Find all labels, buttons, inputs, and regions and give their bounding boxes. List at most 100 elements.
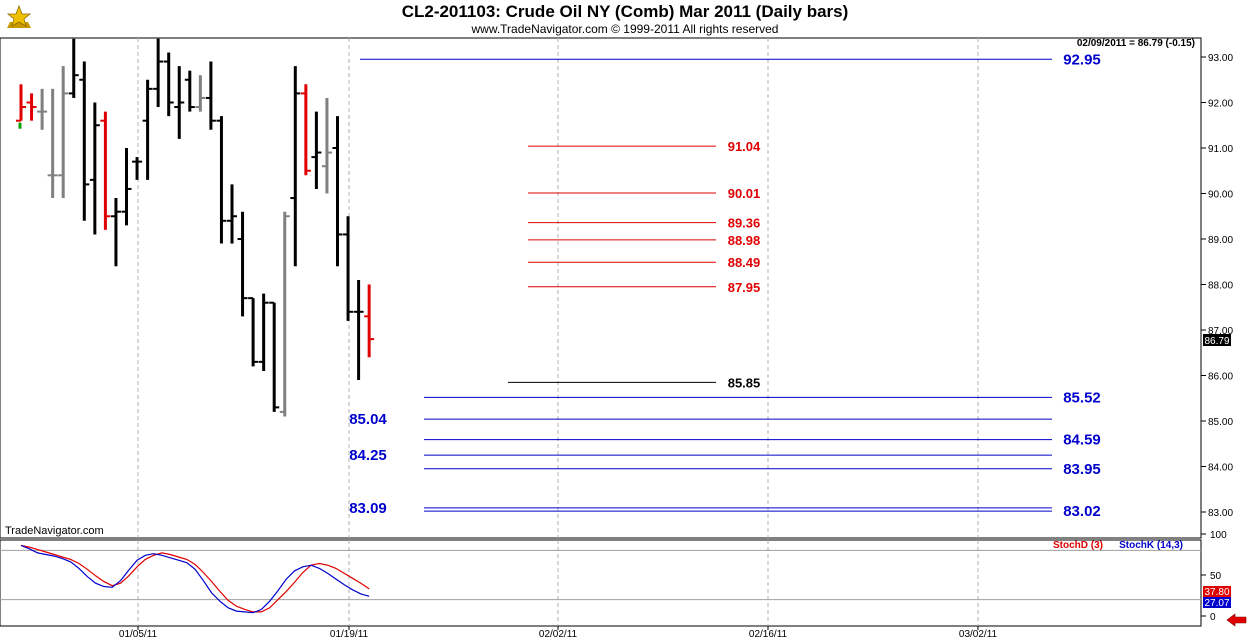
ohlc-bar (58, 66, 69, 199)
ohlc-bar (89, 102, 100, 235)
scroll-left-arrow-icon[interactable] (1226, 613, 1247, 627)
level-label: 84.25 (349, 447, 387, 464)
price-badge-bg (1203, 334, 1231, 346)
ohlc-bar (332, 116, 343, 267)
level-label: 90.01 (728, 186, 761, 201)
ohlc-bar (321, 97, 332, 194)
ohlc-bar (300, 84, 311, 176)
ohlc-bar (68, 38, 79, 98)
level-label: 92.95 (1063, 51, 1101, 68)
level-label: 85.85 (728, 375, 761, 390)
ohlc-bar (110, 198, 121, 267)
ohlc-bars (16, 38, 375, 417)
ohlc-bar (37, 88, 48, 130)
level-85-85: 85.85 (508, 375, 760, 390)
ohlc-bar (26, 93, 37, 121)
chart-subtitle: www.TradeNavigator.com © 1999-2011 All r… (471, 22, 779, 36)
date-tick-label: 01/19/11 (330, 629, 369, 640)
stoch-guide-lines (0, 549, 1201, 601)
ohlc-bar (47, 88, 58, 199)
ohlc-bar (353, 279, 364, 381)
ohlc-bar (290, 66, 301, 267)
date-axis: 01/05/11 01/19/11 02/02/11 02/16/11 03/02/11 (119, 626, 998, 640)
ohlc-bar (269, 301, 280, 412)
ohlc-bar (205, 61, 216, 130)
level-label: 83.09 (349, 500, 387, 517)
level-88-98: 88.98 (528, 233, 760, 248)
price-badge: 86.79 (1204, 336, 1229, 347)
stochk-line (20, 544, 370, 614)
level-label: 84.59 (1063, 432, 1101, 449)
stochk-legend: StochK (14,3) (1119, 540, 1183, 551)
level-84-59: 84.59 (424, 432, 1101, 449)
level-label: 91.04 (728, 139, 761, 154)
level-label: 83.95 (1063, 461, 1101, 478)
level-88-49: 88.49 (528, 255, 760, 270)
price-tick-label: 89.00 (1208, 235, 1233, 246)
ohlc-bar (279, 211, 290, 417)
stochd-legend: StochD (3) (1053, 540, 1103, 551)
ohlc-bar (258, 293, 269, 371)
price-tick-label: 92.00 (1208, 99, 1233, 110)
level-84-25: 84.25 (349, 447, 1052, 464)
price-tick-label: 85.00 (1208, 417, 1233, 428)
level-label: 83.02 (1063, 503, 1101, 520)
price-tick-label: 91.00 (1208, 144, 1233, 155)
level-label: 85.52 (1063, 389, 1101, 406)
ohlc-bar (163, 52, 174, 117)
stochk-badge-bg (1203, 597, 1231, 608)
level-85-04: 85.04 (349, 411, 1052, 428)
chart-title: CL2-201103: Crude Oil NY (Comb) Mar 2011… (401, 2, 849, 21)
stoch-tick-label: 0 (1210, 612, 1216, 623)
ohlc-bar (237, 211, 248, 317)
price-tick-label: 90.00 (1208, 190, 1233, 201)
date-tick-label: 02/16/11 (749, 629, 788, 640)
fib-levels: 92.95 91.04 90.01 89.36 88.98 88.49 87.95 85.85… (349, 51, 1101, 520)
stochd-badge: 37.80 (1204, 587, 1229, 598)
ohlc-bar (153, 38, 164, 108)
level-label: 87.95 (728, 280, 761, 295)
level-92-95: 92.95 (360, 51, 1101, 68)
ohlc-bar (100, 111, 111, 230)
ohlc-bar (195, 75, 206, 112)
price-tick-label: 88.00 (1208, 281, 1233, 292)
stoch-axis: 0 50 100 (1201, 530, 1227, 623)
price-tick-label: 83.00 (1208, 508, 1233, 519)
ohlc-bar (248, 297, 259, 367)
level-87-95: 87.95 (528, 280, 760, 295)
level-label: 88.49 (728, 255, 761, 270)
stoch-tick-label: 50 (1210, 571, 1222, 582)
stochastic-series (20, 544, 370, 614)
stochd-badge-bg (1203, 586, 1231, 597)
ohlc-bar (16, 84, 26, 122)
level-90-01: 90.01 (528, 186, 760, 201)
watermark: TradeNavigator.com (5, 525, 104, 537)
stochk-badge: 27.07 (1204, 598, 1229, 609)
level-83-09: 83.09 (349, 500, 1052, 517)
ohlc-bar (184, 70, 195, 112)
ohlc-bar (79, 61, 90, 221)
chart-header: CL2-201103: Crude Oil NY (Comb) Mar 2011… (0, 0, 1250, 40)
ohlc-bar (174, 66, 185, 139)
price-tick-label: 86.00 (1208, 372, 1233, 383)
tradenavigator-logo-icon (6, 4, 32, 28)
price-axis: 83.00 84.00 85.00 86.00 87.00 88.00 89.00 90.00… (1201, 53, 1233, 519)
stoch-panel (0, 539, 1202, 627)
level-83-95: 83.95 (424, 461, 1101, 478)
level-91-04: 91.04 (528, 139, 761, 154)
price-tick-label: 84.00 (1208, 463, 1233, 474)
ohlc-bar (216, 116, 227, 244)
ohlc-bar (311, 111, 322, 189)
ohlc-bar (142, 79, 153, 180)
level-85-52: 85.52 (424, 389, 1101, 406)
price-tick-label: 93.00 (1208, 53, 1233, 64)
ohlc-bar (121, 148, 132, 226)
level-89-36: 89.36 (528, 216, 760, 231)
date-tick-label: 01/05/11 (119, 629, 158, 640)
ohlc-bar (132, 157, 143, 180)
ohlc-bar (227, 184, 237, 244)
level-label: 88.98 (728, 233, 761, 248)
stoch-tick-label: 100 (1210, 530, 1227, 541)
level-label: 85.04 (349, 411, 387, 428)
